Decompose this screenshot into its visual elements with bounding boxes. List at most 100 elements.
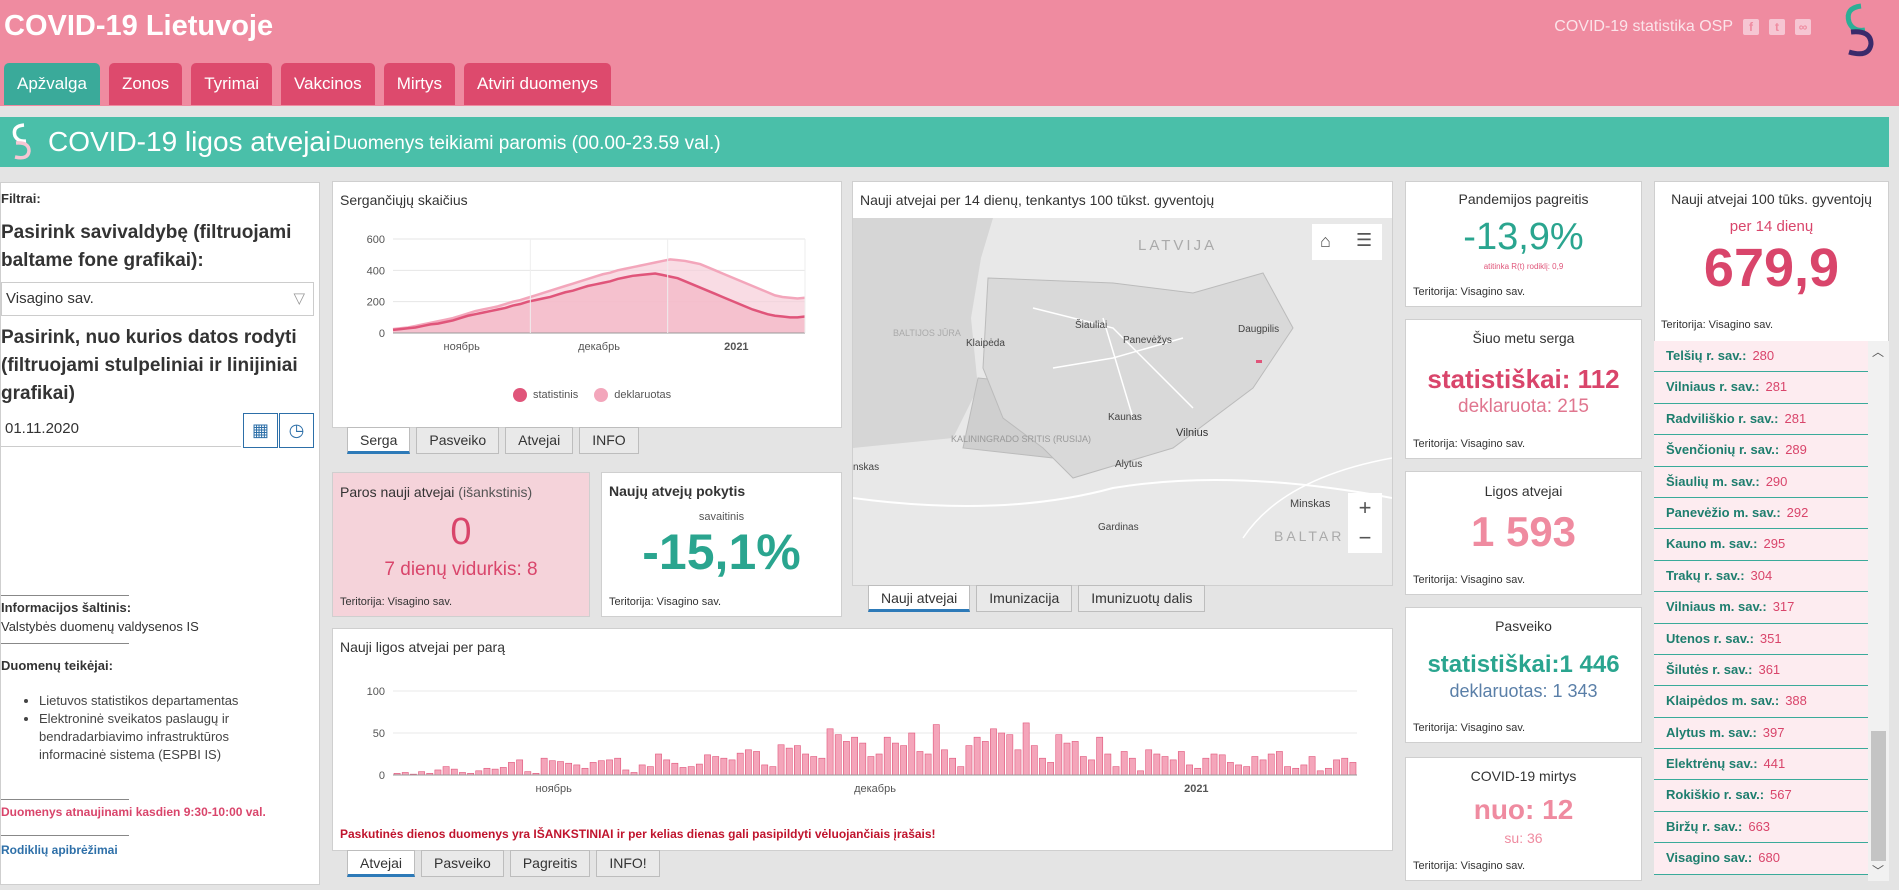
bar[interactable] <box>851 736 858 776</box>
map[interactable]: LATVIJA Šiauliai Panevėžys Daugpilis BAL… <box>853 218 1392 585</box>
bar[interactable] <box>1292 767 1300 776</box>
bar[interactable] <box>777 744 785 776</box>
bar[interactable] <box>646 766 654 776</box>
tab-vakcinos[interactable]: Vakcinos <box>280 63 375 105</box>
bar[interactable] <box>540 757 548 776</box>
bar[interactable] <box>908 732 916 776</box>
tab-atvejai[interactable]: Atvejai <box>505 427 574 454</box>
bar[interactable] <box>1308 756 1316 776</box>
bar[interactable] <box>1112 766 1120 776</box>
municipality-row[interactable]: Šilutės r. sav.: 361 <box>1654 654 1868 687</box>
bar[interactable] <box>597 760 605 776</box>
tab-pasveiko[interactable]: Pasveiko <box>416 427 500 454</box>
bar[interactable] <box>973 736 981 776</box>
municipality-row[interactable]: Elektrėnų sav.: 441 <box>1654 749 1868 781</box>
bar[interactable] <box>1333 759 1340 776</box>
bar[interactable] <box>1349 762 1357 776</box>
bar[interactable] <box>924 753 932 776</box>
bar[interactable] <box>818 757 826 776</box>
list-icon[interactable]: ☰ <box>1356 230 1373 250</box>
bar[interactable] <box>900 745 907 776</box>
bar[interactable] <box>638 764 646 776</box>
calendar-icon[interactable]: ▦ <box>243 413 278 448</box>
bar[interactable] <box>557 761 564 776</box>
tab-nauji-atvejai[interactable]: Nauji atvejai <box>868 585 971 612</box>
bar[interactable] <box>1202 757 1210 776</box>
bar[interactable] <box>1276 751 1283 776</box>
bar[interactable] <box>1079 756 1087 776</box>
bar[interactable] <box>1137 770 1144 776</box>
bar[interactable] <box>1267 753 1275 776</box>
bar[interactable] <box>932 724 940 776</box>
bar[interactable] <box>736 752 744 776</box>
tab-pagreitis[interactable]: Pagreitis <box>509 850 591 877</box>
bar[interactable] <box>524 771 532 776</box>
bar[interactable] <box>548 760 556 776</box>
home-icon[interactable]: ⌂ <box>1320 231 1331 251</box>
bar[interactable] <box>1153 753 1161 776</box>
bar[interactable] <box>663 759 671 776</box>
bar[interactable] <box>1259 759 1267 776</box>
bar[interactable] <box>769 766 777 776</box>
bar[interactable] <box>1128 757 1136 776</box>
municipality-row[interactable]: Visagino sav.: 680 <box>1654 843 1868 875</box>
municipality-row[interactable]: Vilniaus r. sav.: 281 <box>1654 372 1868 404</box>
tab-tyrimai[interactable]: Tyrimai <box>191 63 272 105</box>
bar[interactable] <box>581 767 589 776</box>
bar[interactable] <box>785 747 793 776</box>
bar[interactable] <box>826 728 834 776</box>
bar[interactable] <box>949 757 956 776</box>
bar[interactable] <box>761 764 769 776</box>
bar[interactable] <box>1218 754 1226 776</box>
tab-atvejai[interactable]: Atvejai <box>347 850 416 877</box>
bar[interactable] <box>671 762 679 776</box>
bar[interactable] <box>712 756 720 776</box>
source-label[interactable]: COVID-19 statistika OSP <box>1554 18 1733 35</box>
bar[interactable] <box>892 742 899 776</box>
bar[interactable] <box>499 767 507 776</box>
municipality-scrollbar[interactable]: ︿ ﹀ <box>1868 341 1889 881</box>
zoom-in-button[interactable]: + <box>1358 495 1372 520</box>
tab-mirtys[interactable]: Mirtys <box>383 63 456 105</box>
bar[interactable] <box>1088 759 1095 776</box>
bar[interactable] <box>516 759 524 776</box>
bar[interactable] <box>843 741 850 776</box>
bar[interactable] <box>704 754 711 776</box>
bar[interactable] <box>1161 756 1169 776</box>
bar[interactable] <box>1177 751 1185 776</box>
chevron-up-icon[interactable]: ︿ <box>1872 345 1885 359</box>
municipality-row[interactable]: Rokiškio r. sav.: 567 <box>1654 780 1868 812</box>
bar[interactable] <box>802 753 809 776</box>
municipality-row[interactable]: Utenos r. sav.: 351 <box>1654 623 1868 655</box>
municipality-row[interactable]: Panevėžio m. sav.: 292 <box>1654 497 1868 530</box>
bar[interactable] <box>679 767 687 776</box>
bar[interactable] <box>1325 767 1332 776</box>
tab-info[interactable]: INFO! <box>596 850 660 877</box>
bar[interactable] <box>941 749 948 776</box>
bar[interactable] <box>810 756 818 776</box>
bar[interactable] <box>875 753 883 776</box>
tab-pasveiko[interactable]: Pasveiko <box>421 850 504 877</box>
bar[interactable] <box>589 762 597 776</box>
bar[interactable] <box>1006 734 1014 776</box>
bar[interactable] <box>1300 764 1308 776</box>
bar[interactable] <box>794 745 801 776</box>
bar[interactable] <box>1235 764 1242 776</box>
municipality-row[interactable]: Trakų r. sav.: 304 <box>1654 560 1868 593</box>
bar[interactable] <box>1251 756 1259 776</box>
bar[interactable] <box>981 741 989 776</box>
scrollbar-thumb[interactable] <box>1871 731 1886 861</box>
tab-apzvalga[interactable]: Apžvalga <box>4 63 100 105</box>
tab-serga[interactable]: Serga <box>347 427 411 454</box>
bar[interactable] <box>565 762 573 776</box>
tab-zonos[interactable]: Zonos <box>108 63 183 105</box>
tab-imunizuotu-dalis[interactable]: Imunizuotų dalis <box>1078 585 1206 612</box>
bar[interactable] <box>1063 742 1071 776</box>
bar[interactable] <box>1316 770 1324 776</box>
bar[interactable] <box>1243 766 1251 776</box>
legend-item-statistinis[interactable]: statistinis <box>513 388 578 402</box>
bar[interactable] <box>1284 766 1291 776</box>
bar[interactable] <box>1226 762 1234 776</box>
bar[interactable] <box>720 757 728 776</box>
bar[interactable] <box>883 736 891 776</box>
